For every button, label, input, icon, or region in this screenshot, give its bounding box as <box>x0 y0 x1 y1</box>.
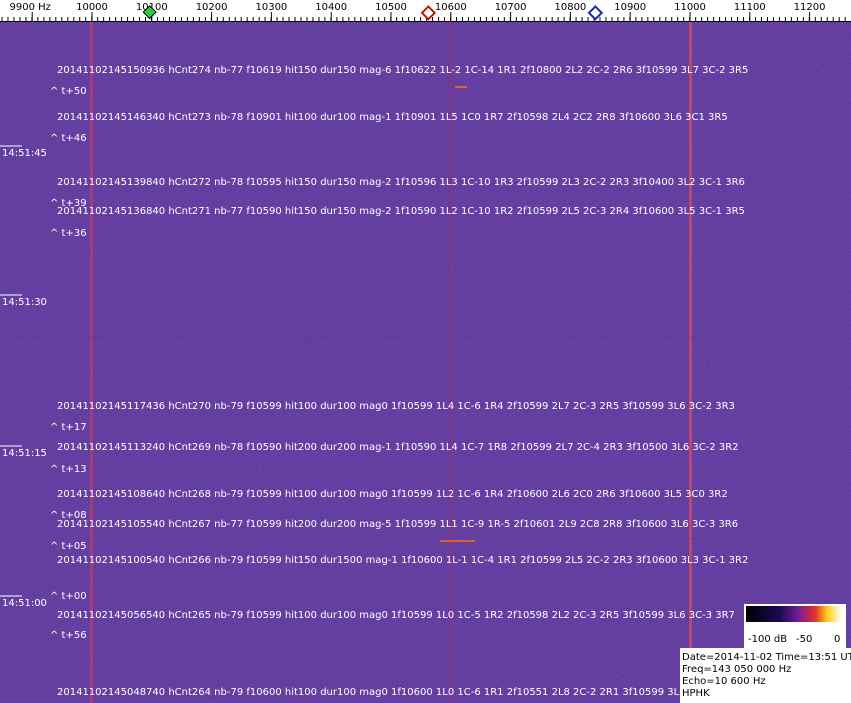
detection-log: 20141102145056540 hCnt265 nb-79 f10599 h… <box>57 610 735 621</box>
info-bg <box>680 648 851 703</box>
echo <box>455 86 467 88</box>
frequency-label: 11000 <box>674 2 706 13</box>
colorbar-label: 0 <box>834 634 840 645</box>
relative-time: ^ t+39 <box>50 198 87 209</box>
echo <box>440 540 475 542</box>
time-label: 14:51:30 <box>2 297 47 308</box>
colorbar-gradient <box>746 606 842 622</box>
frequency-label: 10700 <box>495 2 527 13</box>
detection-log: 20141102145108640 hCnt268 nb-79 f10599 h… <box>57 489 728 500</box>
signal-lines <box>0 22 851 703</box>
detection-log: 20141102145105540 hCnt267 nb-77 f10599 h… <box>57 519 738 530</box>
relative-time: ^ t+17 <box>50 422 87 433</box>
frequency-label: 10000 <box>76 2 108 13</box>
relative-time: ^ t+05 <box>50 541 87 552</box>
frequency-label: 10400 <box>315 2 347 13</box>
colorbar-label: -100 dB <box>748 634 787 645</box>
time-label: 14:51:00 <box>2 598 47 609</box>
relative-time: ^ t+08 <box>50 510 87 521</box>
interference <box>0 337 851 338</box>
info-line: Date=2014-11-02 Time=13:51 UTC <box>682 652 851 663</box>
info-box: Date=2014-11-02 Time=13:51 UTC Freq=143 … <box>680 648 851 703</box>
colorbar: -100 dB -50 0 <box>744 604 846 648</box>
detection-log: 20141102145146340 hCnt273 nb-78 f10901 h… <box>57 112 728 123</box>
detection-log: 20141102145136840 hCnt271 nb-77 f10590 h… <box>57 206 745 217</box>
frequency-label: 10200 <box>196 2 228 13</box>
markers <box>142 5 604 21</box>
detection-log: 20141102145100540 hCnt266 nb-79 f10599 h… <box>57 555 748 566</box>
time-label: 14:51:15 <box>2 448 47 459</box>
frequency-label: 11100 <box>734 2 766 13</box>
info-line: Freq=143 050 000 Hz <box>682 664 791 675</box>
detection-log: 20141102145139840 hCnt272 nb-78 f10595 h… <box>57 177 745 188</box>
relative-time: ^ t+56 <box>50 630 87 641</box>
frequency-label: 10500 <box>375 2 407 13</box>
info-line: Echo=10 600 Hz <box>682 676 766 687</box>
frequency-label: 10600 <box>435 2 467 13</box>
signal-line <box>451 22 453 703</box>
signal-line <box>90 22 93 703</box>
interference <box>0 538 851 539</box>
relative-time: ^ t+00 <box>50 591 87 602</box>
colorbar-label: -50 <box>796 634 812 645</box>
frequency-label: 10300 <box>255 2 287 13</box>
frequency-label: 9900 Hz <box>9 2 50 13</box>
relative-time: ^ t+13 <box>50 464 87 475</box>
signal-line <box>689 22 692 703</box>
frequency-label: 11200 <box>794 2 826 13</box>
relative-time: ^ t+36 <box>50 228 87 239</box>
annotations: 14:51:45 14:51:30 14:51:15 14:51:00 20141102… <box>0 65 748 698</box>
relative-time: ^ t+46 <box>50 133 87 144</box>
info-line: HPHK <box>682 688 710 699</box>
frequency-label: 10900 <box>614 2 646 13</box>
detection-log: 20141102145150936 hCnt274 nb-77 f10619 h… <box>57 65 748 76</box>
detection-log: 20141102145048740 hCnt264 nb-79 f10600 h… <box>57 687 712 698</box>
marker-green[interactable] <box>142 5 157 20</box>
marker-red[interactable] <box>420 5 437 21</box>
relative-time: ^ t+50 <box>50 86 87 97</box>
detection-log: 20141102145117436 hCnt270 nb-79 f10599 h… <box>57 401 735 412</box>
marker-blue[interactable] <box>587 5 604 21</box>
time-label: 14:51:45 <box>2 148 47 159</box>
detection-log: 20141102145113240 hCnt269 nb-78 f10590 h… <box>57 442 739 453</box>
waterfall-noise <box>0 22 851 703</box>
frequency-label: 10800 <box>554 2 586 13</box>
